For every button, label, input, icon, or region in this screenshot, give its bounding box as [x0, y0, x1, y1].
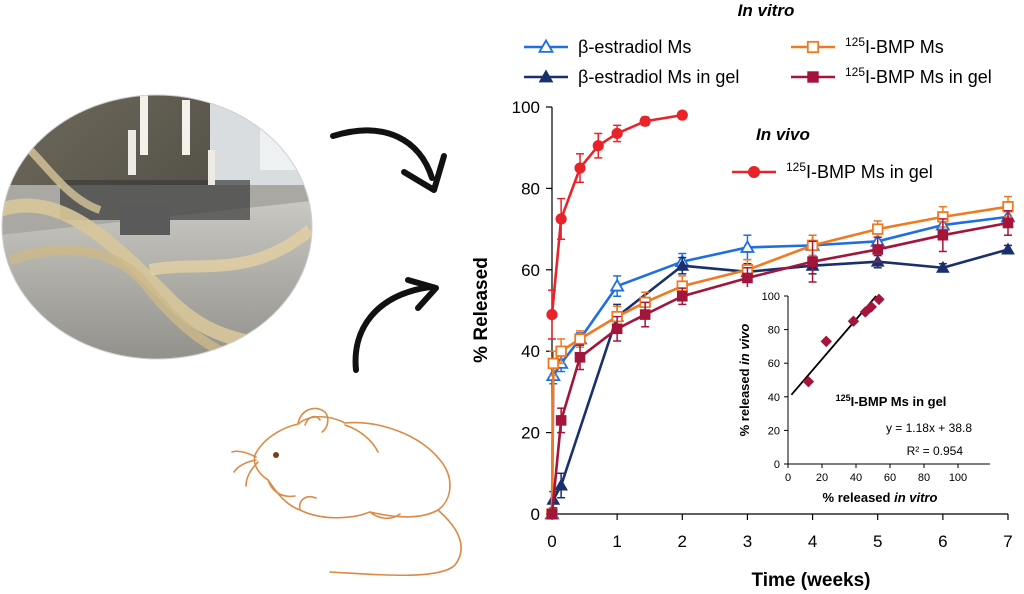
data-point — [872, 223, 884, 235]
data-point — [547, 357, 560, 370]
inset-data-point — [859, 306, 872, 318]
data-point — [546, 308, 558, 321]
data-point — [937, 229, 949, 241]
inset-chart: 0 20 40 60 80 100 0 20 40 60 80 100 % released in … — [733, 287, 995, 510]
curved-arrow-up — [352, 277, 439, 373]
inset-series-label: 125I-BMP Ms in gel — [836, 393, 947, 409]
inset-x-tick-label: 0 — [785, 472, 791, 484]
legend-item: 125I-BMP Ms — [791, 35, 944, 57]
data-point — [676, 109, 688, 121]
data-point — [675, 258, 690, 271]
legend-item: 125I-BMP Ms in gel — [791, 65, 992, 87]
data-point — [574, 333, 586, 345]
inset-equation: y = 1.18x + 38.8 — [886, 421, 972, 435]
x-tick-label: 0 — [547, 532, 556, 551]
data-point — [872, 244, 884, 255]
x-tick-label: 2 — [678, 532, 687, 551]
inset-y-tick-label: 60 — [768, 358, 780, 370]
data-point — [611, 127, 623, 140]
data-point — [935, 260, 950, 273]
inset-data-point — [820, 335, 832, 348]
inset-data-point — [873, 293, 885, 306]
inset-data-point — [802, 375, 815, 388]
data-point — [1002, 217, 1014, 229]
inset-y-tick-label: 20 — [768, 425, 780, 437]
legend-label: 125I-BMP Ms in gel — [786, 160, 933, 182]
data-point — [555, 213, 567, 225]
x-tick-label: 4 — [808, 532, 817, 551]
legend-item: β-estradiol Ms in gel — [524, 67, 739, 87]
data-point — [592, 140, 604, 152]
mouse-drawing — [231, 407, 462, 577]
data-point — [555, 415, 567, 426]
data-point — [574, 352, 586, 363]
data-point — [546, 508, 558, 520]
x-tick-label: 1 — [612, 532, 621, 551]
x-axis-label: Time (weeks) — [752, 570, 871, 591]
x-tick-label: 7 — [1003, 532, 1012, 551]
y-tick-label: 100 — [512, 98, 540, 117]
data-point — [555, 345, 567, 357]
inset-x-tick-label: 60 — [884, 472, 896, 484]
y-axis-label: % Released — [471, 257, 492, 363]
x-tick-label: 5 — [873, 532, 882, 551]
data-point — [807, 256, 818, 267]
inset-x-tick-label: 40 — [850, 472, 862, 484]
data-point — [639, 115, 651, 127]
y-tick-label: 60 — [521, 261, 540, 280]
data-point — [639, 309, 651, 320]
legend-label: 125I-BMP Ms — [845, 35, 944, 57]
legend-label: 125I-BMP Ms in gel — [845, 65, 992, 87]
inset-data-point — [847, 315, 860, 327]
x-tick-label: 3 — [743, 532, 752, 551]
data-point — [742, 272, 753, 284]
data-point — [1001, 242, 1015, 255]
y-axis: 0 20 40 60 80 100 — [512, 98, 553, 524]
x-tick-label: 6 — [938, 532, 947, 551]
inset-x-tick-label: 20 — [816, 472, 828, 484]
series-4 — [546, 109, 688, 340]
data-point — [676, 290, 688, 302]
legend: β-estradiol Ms β-estradiol Ms in gel 125I-… — [524, 35, 992, 182]
legend-label: β-estradiol Ms — [578, 37, 691, 57]
inset-y-tick-label: 0 — [774, 459, 780, 471]
chart-title: In vitro — [738, 1, 795, 20]
legend-item: 125I-BMP Ms in gel — [732, 160, 933, 182]
inset-y-tick-label: 40 — [768, 392, 780, 404]
series-line — [550, 248, 1009, 515]
y-tick-label: 80 — [521, 179, 540, 198]
inset-y-tick-label: 80 — [768, 325, 780, 337]
inset-y-tick-label: 100 — [762, 291, 780, 303]
inset-data-point — [865, 301, 878, 313]
main-chart: In vitro β-estradiol Ms β-estradiol Ms in… — [471, 1, 1016, 591]
legend-label: β-estradiol Ms in gel — [578, 67, 739, 87]
inset-x-tick-label: 100 — [949, 472, 967, 484]
lab-apparatus-photo — [1, 94, 313, 360]
y-tick-label: 40 — [521, 342, 540, 361]
data-point — [574, 162, 586, 174]
legend-item: β-estradiol Ms — [524, 37, 691, 57]
data-point — [739, 239, 755, 253]
data-point — [611, 323, 623, 335]
x-axis: 0 1 2 3 4 5 6 7 — [547, 513, 1013, 551]
y-tick-label: 0 — [531, 505, 540, 524]
curved-arrow-right — [330, 127, 447, 193]
y-tick-label: 20 — [521, 424, 540, 443]
data-point — [554, 478, 568, 491]
inset-x-label: % released in vitro — [823, 490, 938, 505]
in-vivo-label: In vivo — [756, 125, 810, 144]
inset-x-tick-label: 80 — [918, 472, 930, 484]
inset-r-squared: R² = 0.954 — [907, 444, 964, 458]
inset-plot — [790, 293, 885, 396]
inset-y-label: % released in vivo — [737, 324, 752, 437]
data-point — [609, 278, 625, 292]
